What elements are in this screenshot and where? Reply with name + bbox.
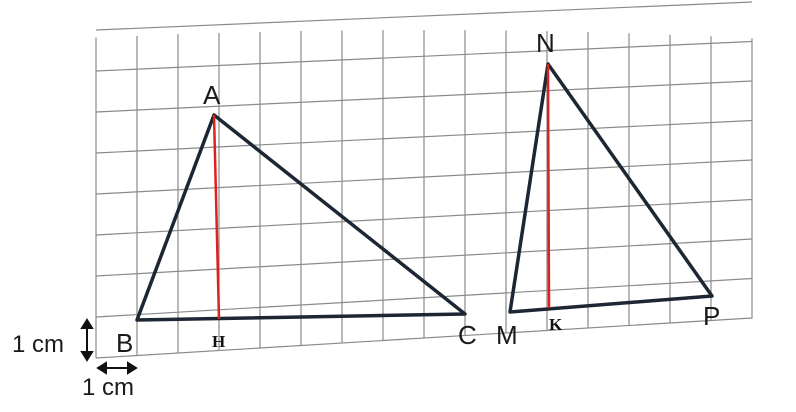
- triangle-abc: [135, 113, 467, 322]
- grid-line-horizontal: [95, 119, 753, 154]
- label-n: N: [536, 28, 555, 58]
- label-h: H: [212, 332, 225, 351]
- grid: [95, 1, 753, 359]
- label-m: M: [496, 320, 518, 350]
- grid-line-horizontal: [95, 40, 753, 72]
- grid-line-horizontal: [95, 277, 753, 318]
- triangle-mnp: [508, 62, 714, 314]
- horizontal-scale-label: 1 cm: [82, 374, 134, 401]
- label-p: P: [703, 301, 720, 331]
- grid-line-horizontal: [95, 1, 753, 31]
- horizontal-scale-arrow: [96, 361, 138, 375]
- vertical-scale-label: 1 cm: [12, 331, 64, 358]
- label-b: B: [116, 328, 133, 358]
- grid-line-horizontal: [95, 80, 753, 113]
- grid-line-horizontal: [95, 159, 753, 195]
- grid-line-horizontal: [95, 198, 753, 236]
- grid-line-horizontal: [95, 238, 753, 277]
- altitude-ah: [212, 114, 221, 320]
- label-c: C: [458, 320, 477, 350]
- vertical-scale-arrow: [80, 318, 94, 362]
- altitude-nk: [546, 63, 551, 309]
- label-k: K: [549, 315, 563, 334]
- label-a: A: [203, 80, 221, 110]
- grid-line-horizontal: [95, 317, 753, 359]
